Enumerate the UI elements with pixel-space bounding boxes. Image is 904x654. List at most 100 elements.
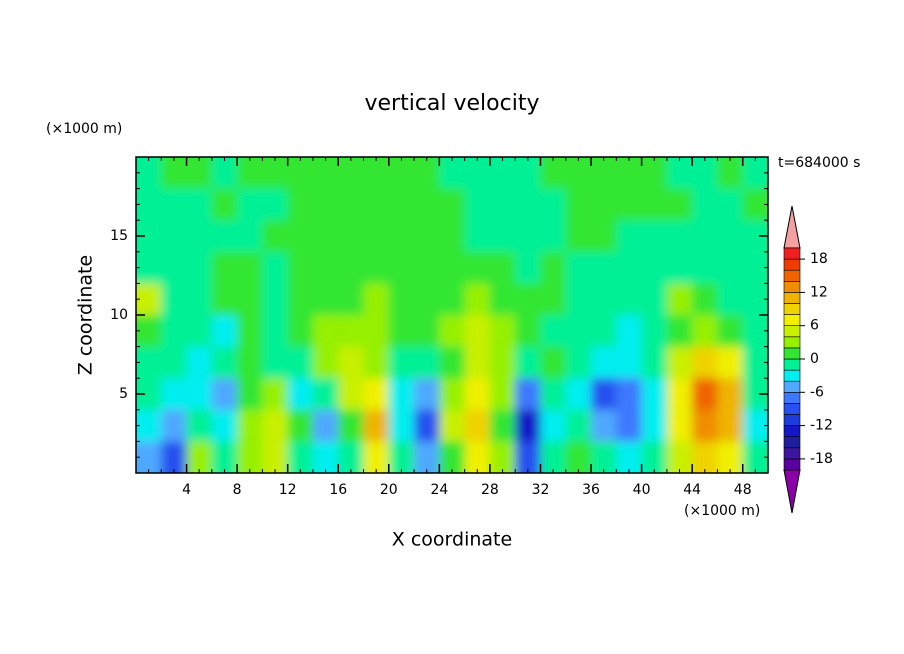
field-cell [186, 220, 212, 252]
field-cell [388, 409, 415, 442]
field-cell [211, 378, 238, 410]
field-cell [363, 157, 389, 189]
field-cell [287, 409, 313, 442]
field-cell [414, 409, 440, 442]
x-tick-label: 4 [182, 482, 191, 498]
field-cell [312, 409, 339, 442]
field-cell [338, 409, 364, 442]
field-cell [388, 346, 415, 379]
field-cell [414, 441, 440, 473]
field-cell [616, 283, 642, 315]
field-cell [616, 220, 642, 252]
field-cell [540, 346, 566, 379]
field-cell [464, 157, 490, 189]
field-cell [641, 441, 667, 473]
field-cell [692, 157, 718, 189]
colorbar-band [783, 436, 801, 449]
field-cell [616, 378, 642, 410]
x-tick-label: 20 [380, 482, 398, 498]
field-cell [363, 346, 389, 379]
field-cell [388, 188, 415, 221]
field-cell [489, 346, 516, 379]
field-cell [591, 220, 617, 252]
field-cell [742, 409, 768, 442]
field-cell [515, 409, 541, 442]
field-cell [161, 157, 187, 189]
field-cell [641, 283, 667, 315]
x-tick-label: 8 [233, 482, 242, 498]
field-cell [692, 188, 718, 221]
field-cell [692, 441, 718, 473]
field-cell [591, 283, 617, 315]
colorbar-band [783, 336, 801, 349]
field-cell [262, 441, 288, 473]
field-cell [287, 346, 313, 379]
field-cell [388, 251, 415, 284]
field-cell [717, 315, 743, 347]
field-cell [717, 251, 743, 284]
field-cell [414, 251, 440, 284]
colorbar-band [783, 347, 801, 360]
field-cell [565, 409, 592, 442]
field-cell [641, 346, 667, 379]
field-cell [186, 251, 212, 284]
field-cell [515, 441, 541, 473]
field-cell [262, 346, 288, 379]
field-cell [414, 283, 440, 315]
field-cell [692, 220, 718, 252]
field-cell [742, 283, 768, 315]
colorbar-band [783, 369, 801, 382]
field-cell [591, 346, 617, 379]
field-cell [464, 378, 490, 410]
field-cell [161, 409, 187, 442]
field-cell [565, 441, 592, 473]
field-cell [692, 378, 718, 410]
field-cell [363, 220, 389, 252]
field-cell [338, 220, 364, 252]
field-cell [136, 315, 162, 347]
colorbar-tick-label: 18 [810, 251, 828, 267]
field-cell [641, 157, 667, 189]
field-cell [363, 315, 389, 347]
colorbar-tick-label: 12 [810, 284, 828, 300]
colorbar-band [783, 391, 801, 404]
field-cell [591, 157, 617, 189]
field-cell [591, 188, 617, 221]
field-cell [186, 409, 212, 442]
field-cell [540, 378, 566, 410]
field-cell [136, 441, 162, 473]
colorbar-band [783, 380, 801, 393]
field-cell [439, 346, 465, 379]
field-cell [540, 188, 566, 221]
field-cell [540, 220, 566, 252]
field-cell [338, 188, 364, 221]
field-cell [540, 441, 566, 473]
field-cell [742, 346, 768, 379]
field-cell [136, 283, 162, 315]
field-cell [666, 409, 693, 442]
field-cell [666, 157, 693, 189]
field-cell [616, 251, 642, 284]
field-cell [464, 409, 490, 442]
field-cell [742, 188, 768, 221]
field-cell [616, 409, 642, 442]
field-cell [565, 378, 592, 410]
field-cell [312, 251, 339, 284]
field-cell [312, 157, 339, 189]
field-cell [515, 346, 541, 379]
field-cell [666, 188, 693, 221]
field-cell [666, 346, 693, 379]
field-cell [388, 315, 415, 347]
field-cell [717, 220, 743, 252]
field-cell [287, 283, 313, 315]
field-cell [464, 315, 490, 347]
colorbar-tick-label: 6 [810, 318, 819, 334]
x-tick-label: 24 [430, 482, 448, 498]
field-cell [692, 283, 718, 315]
field-cell [565, 283, 592, 315]
field-cell [237, 157, 263, 189]
field-cell [338, 283, 364, 315]
x-tick-label: 48 [734, 482, 752, 498]
field-cell [262, 251, 288, 284]
